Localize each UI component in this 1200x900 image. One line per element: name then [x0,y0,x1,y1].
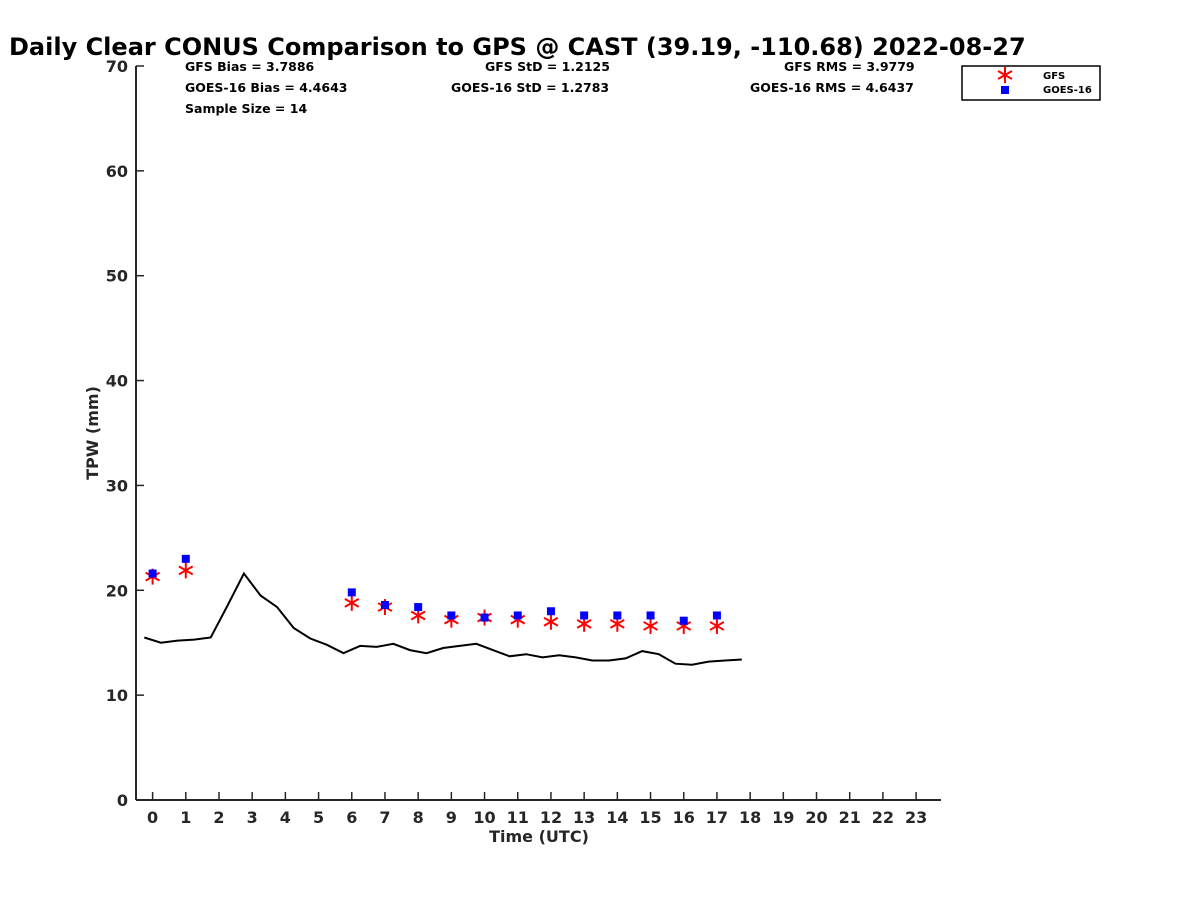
goes-point [447,611,456,620]
x-tick-label: 0 [147,808,158,827]
goes-point [679,616,688,625]
x-tick-label: 2 [213,808,224,827]
goes-rms-stat: GOES-16 RMS = 4.6437 [750,80,914,95]
gps-line-layer [144,571,742,666]
x-tick-label: 8 [413,808,424,827]
x-tick-label: 23 [905,808,927,827]
x-tick-label: 9 [446,808,457,827]
gfs-std-stat: GFS StD = 1.2125 [485,59,610,74]
chart-title: Daily Clear CONUS Comparison to GPS @ CA… [9,33,1026,61]
y-tick-label: 10 [106,686,128,705]
x-tick-label: 15 [639,808,661,827]
goes-series [148,554,721,625]
gps-line [144,571,742,666]
x-tick-label: 21 [839,808,861,827]
x-tick-label: 18 [739,808,761,827]
gfs-point [344,594,360,611]
x-tick-label: 14 [606,808,628,827]
x-tick-label: 7 [379,808,390,827]
x-tick-label: 13 [573,808,595,827]
y-tick-label: 30 [106,476,128,495]
y-tick-label: 60 [106,162,128,181]
gfs-point [709,617,725,634]
y-axis-label: TPW (mm) [83,386,102,480]
legend-goes-marker [1001,86,1009,94]
goes-point [613,611,622,620]
x-tick-label: 19 [772,808,794,827]
legend: GFS GOES-16 [961,65,1101,101]
goes-bias-stat: GOES-16 Bias = 4.4643 [185,80,347,95]
y-tick-label: 40 [106,372,128,391]
gfs-point [543,613,559,630]
sample-size-stat: Sample Size = 14 [185,101,307,116]
goes-point [414,603,423,612]
y-tick-label: 20 [106,581,128,600]
y-tick-label: 70 [106,57,128,76]
legend-gfs-label: GFS [1043,71,1065,82]
x-tick-label: 5 [313,808,324,827]
x-axis-label: Time (UTC) [489,827,589,846]
y-tick-label: 50 [106,267,128,286]
x-tick-label: 10 [473,808,495,827]
x-tick-label: 16 [673,808,695,827]
legend-gfs-asterisk [997,67,1013,83]
x-tick-label: 1 [180,808,191,827]
axes: 0 1 2 3 4 5 6 7 8 9 10 11 12 13 14 15 16 17 18 19 20 21 22 2301… [106,57,941,827]
x-tick-label: 4 [280,808,291,827]
x-tick-label: 22 [872,808,894,827]
x-tick-label: 17 [706,808,728,827]
x-tick-label: 11 [507,808,529,827]
gfs-rms-stat: GFS RMS = 3.9779 [784,59,915,74]
x-tick-label: 12 [540,808,562,827]
goes-point [380,600,389,609]
x-tick-label: 20 [805,808,827,827]
goes-point [181,554,190,563]
goes-point [480,613,489,622]
x-tick-label: 3 [247,808,258,827]
gfs-series [145,562,725,634]
goes-point [347,588,356,597]
goes-point [513,611,522,620]
legend-goes-label: GOES-16 [1043,85,1092,96]
legend-box [961,65,1101,101]
gfs-bias-stat: GFS Bias = 3.7886 [185,59,315,74]
goes-std-stat: GOES-16 StD = 1.2783 [451,80,609,95]
goes-point [148,569,157,578]
gfs-point [643,617,658,634]
goes-point [646,611,655,620]
legend-gfs-marker [997,67,1013,83]
y-tick-label: 0 [117,791,128,810]
gfs-point [178,562,194,579]
goes-point [546,607,555,616]
goes-point [580,611,589,620]
x-tick-label: 6 [346,808,357,827]
goes-point [712,611,721,620]
